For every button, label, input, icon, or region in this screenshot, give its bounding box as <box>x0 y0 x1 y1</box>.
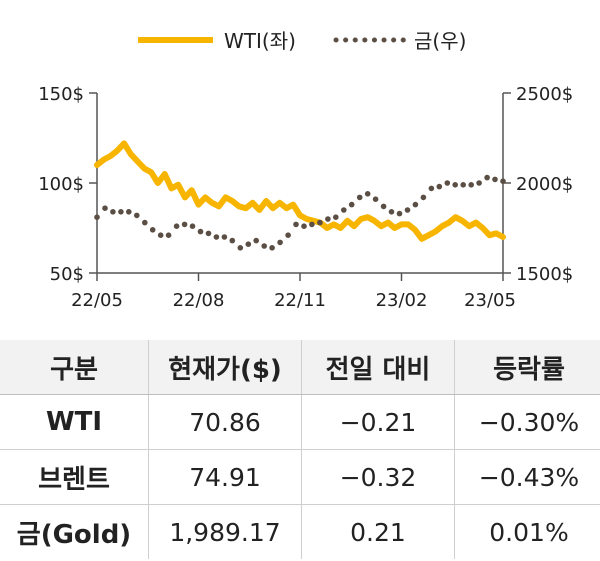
left-tick-label: 100$ <box>38 174 84 195</box>
gold-point <box>396 210 403 217</box>
gold-point <box>189 223 196 229</box>
table-row: WTI 70.86 −0.21 −0.30% <box>0 394 600 450</box>
table-cell: 0.21 <box>301 504 455 559</box>
gold-point <box>245 241 252 247</box>
gold-point <box>452 182 459 188</box>
gold-point <box>325 216 331 222</box>
column-header: 등락률 <box>454 340 600 395</box>
gold-point <box>165 232 172 238</box>
left-tick-label: 150$ <box>38 84 84 105</box>
gold-point <box>492 176 498 183</box>
commodity-price-chart: WTI(좌) 금(우) 150$ 100$ 50$ 2500$ 2000$ 15… <box>38 29 573 311</box>
table-row: 금(Gold) 1,989.17 0.21 0.01% <box>0 504 600 559</box>
table-cell: 금(Gold) <box>16 519 132 550</box>
gold-point <box>229 237 236 244</box>
gold-point <box>317 219 323 226</box>
gold-point <box>285 232 291 238</box>
gold-point <box>277 239 283 246</box>
gold-point <box>364 191 371 197</box>
x-tick-label: 22/08 <box>173 290 225 311</box>
gold-point <box>380 203 387 210</box>
column-header: 전일 대비 <box>301 340 455 395</box>
gold-point <box>436 183 443 190</box>
table-cell: −0.43% <box>454 449 600 505</box>
table-cell: 1,989.17 <box>148 504 302 559</box>
gold-point <box>333 214 339 220</box>
gold-point <box>444 180 451 186</box>
table-cell: −0.32 <box>301 449 455 505</box>
gold-point <box>205 230 212 237</box>
gold-point <box>181 221 188 228</box>
gold-point <box>134 212 140 219</box>
gold-point <box>500 178 506 184</box>
gold-point <box>149 227 156 233</box>
left-axis-ticks <box>89 92 97 274</box>
gold-point <box>118 209 124 215</box>
gold-point <box>269 245 275 251</box>
gold-point <box>348 201 355 208</box>
series-gold <box>94 174 506 251</box>
table-cell: −0.30% <box>454 394 600 450</box>
gold-point <box>372 196 379 202</box>
gold-point <box>293 221 299 228</box>
gold-point <box>126 209 132 215</box>
x-tick-label: 23/05 <box>464 290 516 311</box>
gold-point <box>253 237 259 244</box>
series-layer <box>94 140 506 251</box>
series-wti <box>94 140 506 242</box>
right-tick-labels: 2500$ 2000$ 1500$ <box>516 84 573 285</box>
right-tick-label: 2500$ <box>516 84 573 105</box>
table-cell: 브렌트 <box>0 449 149 505</box>
legend-label-gold: 금(우) <box>414 29 466 53</box>
right-tick-label: 2000$ <box>516 174 573 195</box>
table-cell: WTI <box>0 394 149 450</box>
table-cell: 74.91 <box>148 449 302 505</box>
gold-point <box>213 234 220 240</box>
gold-point <box>309 221 315 228</box>
price-table: 구분 현재가($) 전일 대비 등락률 WTI 70.86 −0.21 −0.3… <box>0 340 600 559</box>
gold-point <box>388 209 395 215</box>
gold-point <box>468 182 475 188</box>
chart-legend: WTI(좌) 금(우) <box>138 29 466 53</box>
gold-point <box>301 223 307 229</box>
gold-point <box>94 214 100 220</box>
gold-point <box>460 182 467 188</box>
gold-point <box>484 174 490 181</box>
x-tick-label: 22/05 <box>71 290 123 311</box>
x-tick-label: 23/02 <box>376 290 428 311</box>
gold-point <box>173 223 180 229</box>
legend-label-wti: WTI(좌) <box>224 29 296 53</box>
gold-point <box>404 207 411 213</box>
gold-point <box>197 228 204 235</box>
x-tick-label: 22/11 <box>274 290 326 311</box>
column-header: 현재가($) <box>148 340 302 395</box>
left-tick-label: 50$ <box>50 264 84 285</box>
table-cell: −0.21 <box>301 394 455 450</box>
gold-point <box>237 245 244 251</box>
column-header: 구분 <box>0 340 149 395</box>
x-tick-labels: 22/05 22/08 22/11 23/02 23/05 <box>71 290 516 311</box>
gold-point <box>420 194 427 201</box>
gold-point <box>428 185 435 192</box>
gold-point <box>221 234 228 240</box>
gold-point <box>341 207 347 213</box>
gold-point <box>476 180 482 186</box>
right-tick-label: 1500$ <box>516 264 573 285</box>
gold-point <box>356 194 363 201</box>
x-axis-ticks <box>96 273 504 281</box>
table-cell: 70.86 <box>148 394 302 450</box>
gold-point <box>110 209 116 215</box>
table-cell: 0.01% <box>454 504 600 559</box>
gold-point <box>157 232 164 238</box>
table-row: 브렌트 74.91 −0.32 −0.43% <box>0 449 600 505</box>
table-header-row: 구분 현재가($) 전일 대비 등락률 <box>0 340 600 395</box>
wti-line <box>94 140 506 242</box>
gold-point <box>412 201 419 208</box>
left-tick-labels: 150$ 100$ 50$ <box>38 84 84 285</box>
gold-point <box>102 205 108 211</box>
gold-point <box>142 219 148 226</box>
gold-point <box>261 243 268 249</box>
